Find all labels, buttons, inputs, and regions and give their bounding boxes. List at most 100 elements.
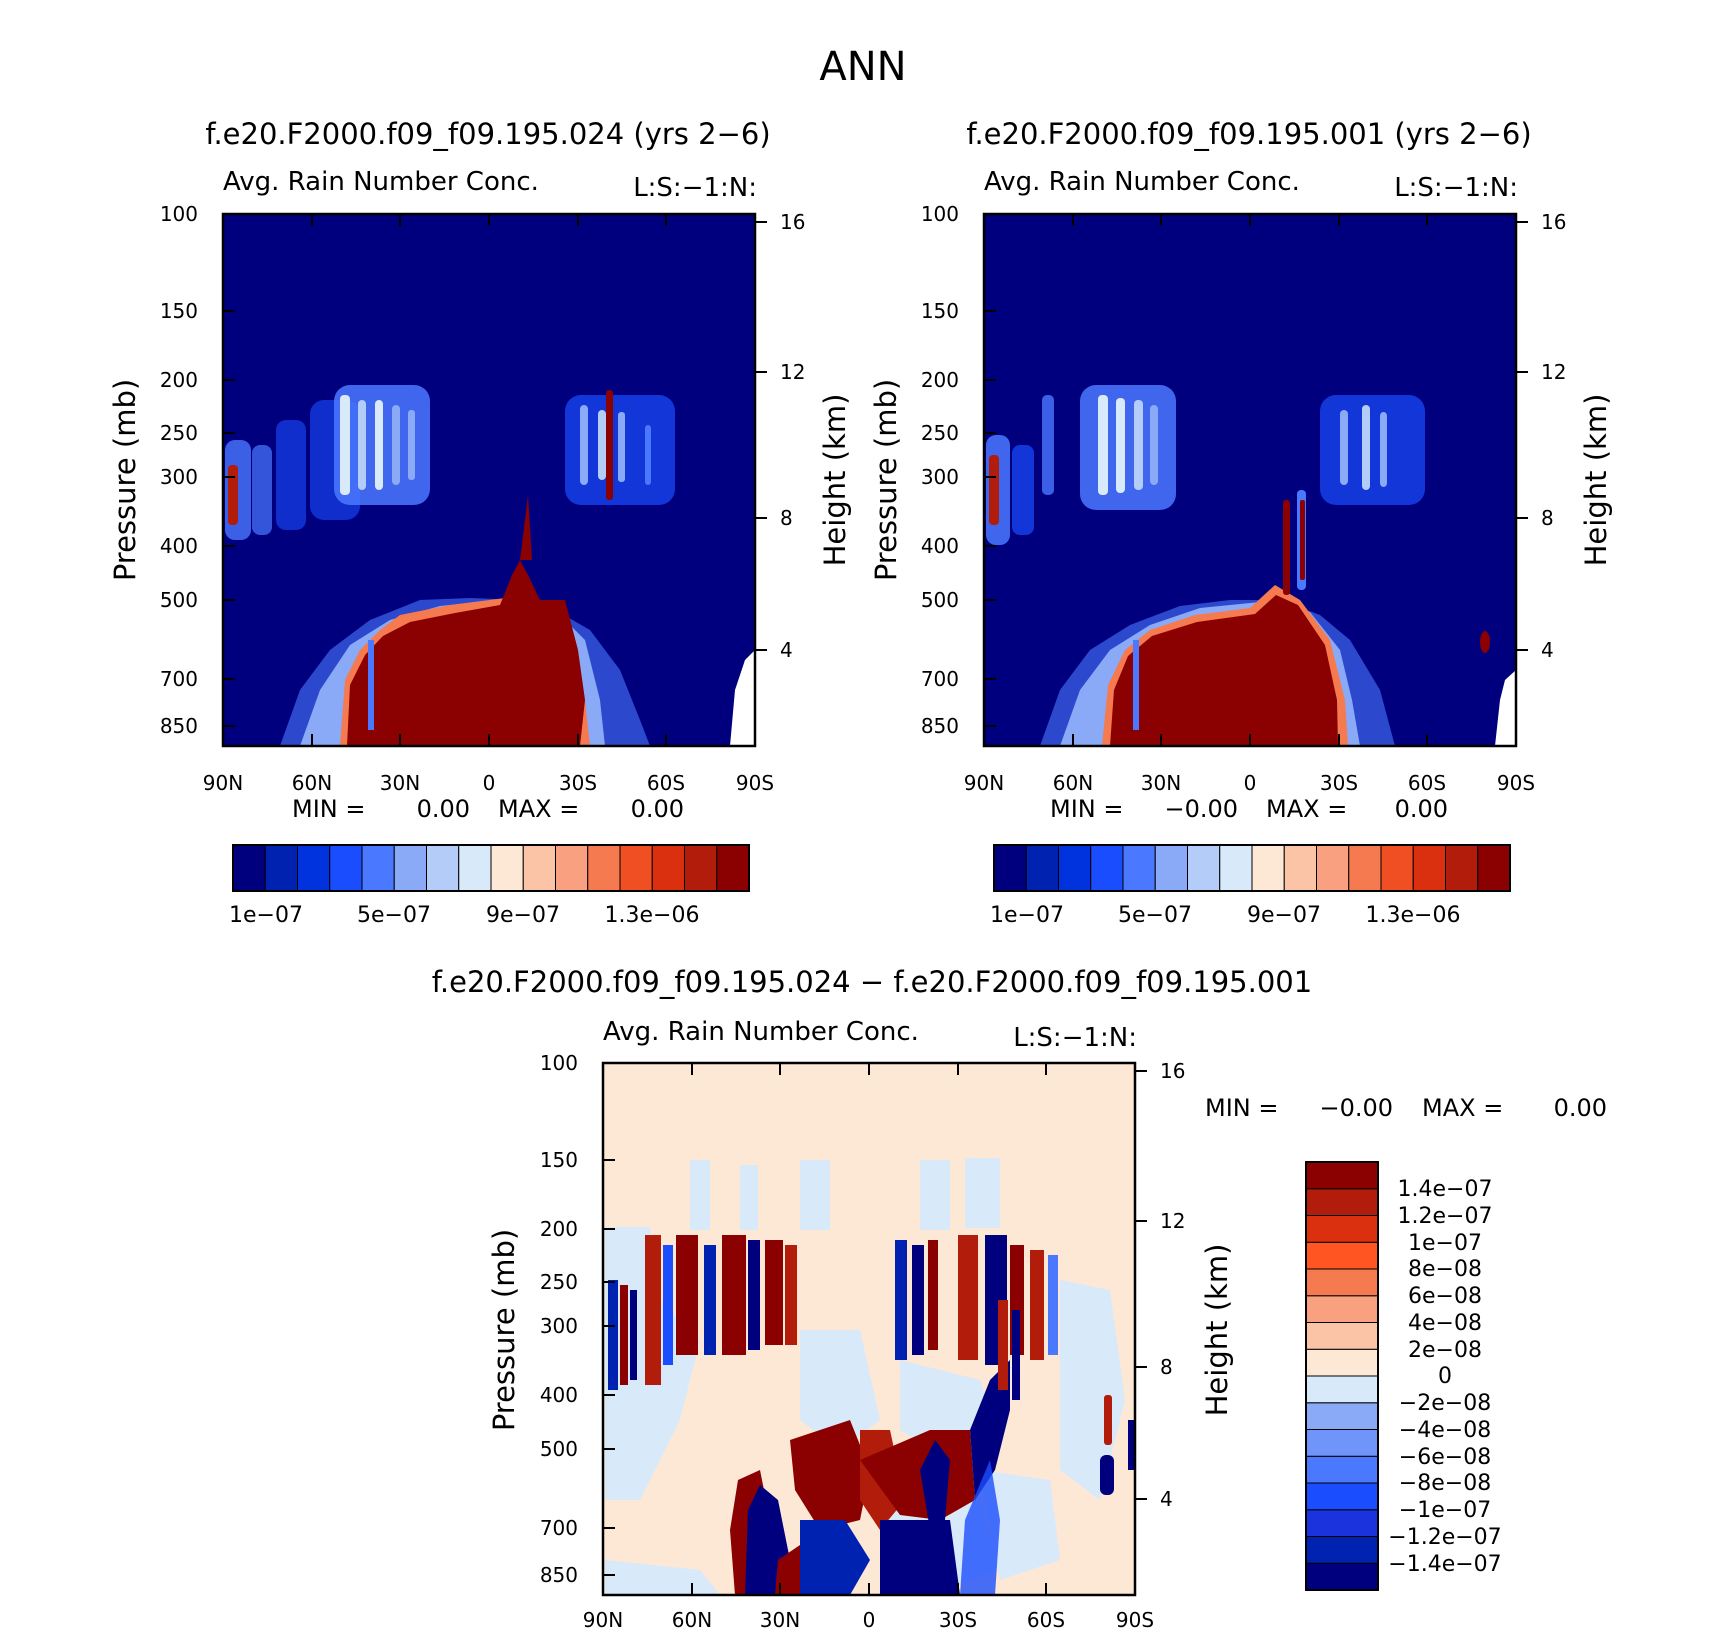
colorbar-swatch	[1305, 1241, 1379, 1270]
panel-3-colorbar-label: −6e−08	[1399, 1445, 1491, 1470]
panel-2-lower-blob	[1040, 490, 1516, 746]
panel-3-x-tick: 90S	[1116, 1608, 1154, 1632]
panel-3-y-tick: 850	[540, 1563, 578, 1587]
panel-3-colorbar-label: −1.4e−07	[1388, 1552, 1501, 1577]
panel-1-subtitle-right: L:S:−1:N:	[633, 173, 757, 203]
figure-title: ANN	[819, 44, 906, 90]
panel-3-colorbar	[1305, 1161, 1379, 1591]
panel-2-max-value: 0.00	[1395, 795, 1448, 823]
panel-3-colorbar-label: −1.2e−07	[1388, 1525, 1501, 1550]
panel-3-y-label: Pressure (mb)	[487, 1229, 521, 1431]
panel-2-x-tick: 90N	[964, 771, 1004, 795]
colorbar-swatch	[651, 844, 685, 892]
colorbar-swatch	[1058, 844, 1092, 892]
panel-2-y-tick: 200	[921, 368, 959, 392]
panel-3-y-tick: 500	[540, 1437, 578, 1461]
colorbar-frame	[1305, 1161, 1379, 1591]
panel-2-x-tick: 90S	[1497, 771, 1535, 795]
colorbar-swatch	[297, 844, 331, 892]
panel-1-y2-tick: 4	[780, 638, 793, 662]
colorbar-swatch	[1305, 1536, 1379, 1564]
panel-1-y-tick: 150	[160, 299, 198, 323]
colorbar-swatch	[1305, 1562, 1379, 1591]
colorbar-swatch	[361, 844, 395, 892]
panel-3-colorbar-label: −1e−07	[1399, 1498, 1491, 1523]
panel-3-upper-dipoles	[608, 1235, 1058, 1390]
panel-1-y2-tick: 16	[780, 210, 805, 234]
panel-2-x-tick: 60N	[1053, 771, 1093, 795]
panel-3-x-axis: 90N 60N 30N 0 30S 60S 90S	[583, 1063, 1154, 1632]
colorbar-frame	[993, 844, 1511, 892]
panel-3-y2-tick: 8	[1160, 1355, 1173, 1379]
panel-3-y-tick: 300	[540, 1314, 578, 1338]
colorbar-frame	[232, 844, 750, 892]
panel-3-y-tick: 200	[540, 1217, 578, 1241]
panel-2-colorbar-label: 9e−07	[1247, 903, 1321, 928]
panel-3-colorbar-label: −8e−08	[1399, 1471, 1491, 1496]
panel-3-colorbar-label: 1e−07	[1408, 1231, 1482, 1256]
panel-3-colorbar-label: 4e−08	[1408, 1311, 1482, 1336]
panel-3-y2-tick: 4	[1160, 1487, 1173, 1511]
panel-1-x-axis: 90N 60N 30N 0 30S 60S 90S	[203, 214, 774, 795]
colorbar-swatch	[232, 844, 266, 892]
colorbar-swatch	[426, 844, 460, 892]
colorbar-swatch	[522, 844, 556, 892]
panel-1-x-tick: 60S	[647, 771, 685, 795]
panel-2-y2-tick: 12	[1541, 360, 1566, 384]
panel-3-x-tick: 30S	[939, 1608, 977, 1632]
colorbar-swatch	[1305, 1322, 1379, 1350]
panel-1-y2-tick: 8	[780, 506, 793, 530]
panel-3-x-tick: 30N	[760, 1608, 800, 1632]
panel-3-max-value: 0.00	[1554, 1094, 1607, 1122]
panel-2-min-label: MIN =	[1050, 795, 1123, 823]
colorbar-swatch	[1305, 1375, 1379, 1404]
panel-1-colorbar-label: 9e−07	[486, 903, 560, 928]
colorbar-swatch	[1305, 1509, 1379, 1537]
colorbar-swatch	[1219, 844, 1253, 892]
panel-3-colorbar-label: 6e−08	[1408, 1284, 1482, 1309]
panel-1-y2-tick: 12	[780, 360, 805, 384]
colorbar-swatch	[1154, 844, 1188, 892]
panel-1-y-tick: 300	[160, 465, 198, 489]
panel-2-y-tick: 250	[921, 421, 959, 445]
colorbar-swatch	[1305, 1161, 1379, 1190]
colorbar-swatch	[587, 844, 621, 892]
panel-2-y-tick: 850	[921, 714, 959, 738]
panel-3-y2-label: Height (km)	[1200, 1244, 1234, 1417]
panel-3-subtitle-right: L:S:−1:N:	[1013, 1023, 1137, 1053]
colorbar-swatch	[1412, 844, 1446, 892]
panel-3-colorbar-label: −2e−08	[1399, 1391, 1491, 1416]
panel-3-y2-tick: 12	[1160, 1209, 1185, 1233]
panel-3-x-tick: 60N	[672, 1608, 712, 1632]
panel-2-y-tick: 700	[921, 667, 959, 691]
colorbar-swatch	[1187, 844, 1221, 892]
panel-1-x-tick: 90S	[736, 771, 774, 795]
colorbar-swatch	[1305, 1295, 1379, 1323]
panel-2-x-tick: 30S	[1320, 771, 1358, 795]
panel-1-upper-bands	[225, 385, 675, 540]
colorbar-swatch	[329, 844, 363, 892]
panel-3-field	[603, 1063, 1135, 1595]
panel-3-colorbar-label: 1.4e−07	[1398, 1177, 1493, 1202]
panel-1-colorbar-label: 1.3e−06	[605, 903, 700, 928]
panel-2-upper-bands	[986, 385, 1425, 545]
panel-3-colorbar-label: −4e−08	[1399, 1418, 1491, 1443]
panel-1-max-value: 0.00	[631, 795, 684, 823]
colorbar-swatch	[1122, 844, 1156, 892]
colorbar-swatch	[1283, 844, 1317, 892]
panel-2-y-axis: 100 150 200 250 300 400 500 700 850 Pres…	[869, 202, 996, 738]
colorbar-swatch	[716, 844, 750, 892]
panel-1-y-tick: 500	[160, 588, 198, 612]
colorbar-swatch	[1025, 844, 1059, 892]
colorbar-swatch	[393, 844, 427, 892]
colorbar-swatch	[1251, 844, 1285, 892]
panel-2-title: f.e20.F2000.f09_f09.195.001 (yrs 2−6)	[966, 117, 1531, 151]
panel-2-x-tick: 30N	[1141, 771, 1181, 795]
colorbar-swatch	[490, 844, 524, 892]
panel-2-y-tick: 150	[921, 299, 959, 323]
panel-1-x-tick: 0	[483, 771, 496, 795]
panel-1-y-tick: 100	[160, 202, 198, 226]
panel-3-min-label: MIN =	[1205, 1094, 1278, 1122]
panel-2-x-tick: 60S	[1408, 771, 1446, 795]
